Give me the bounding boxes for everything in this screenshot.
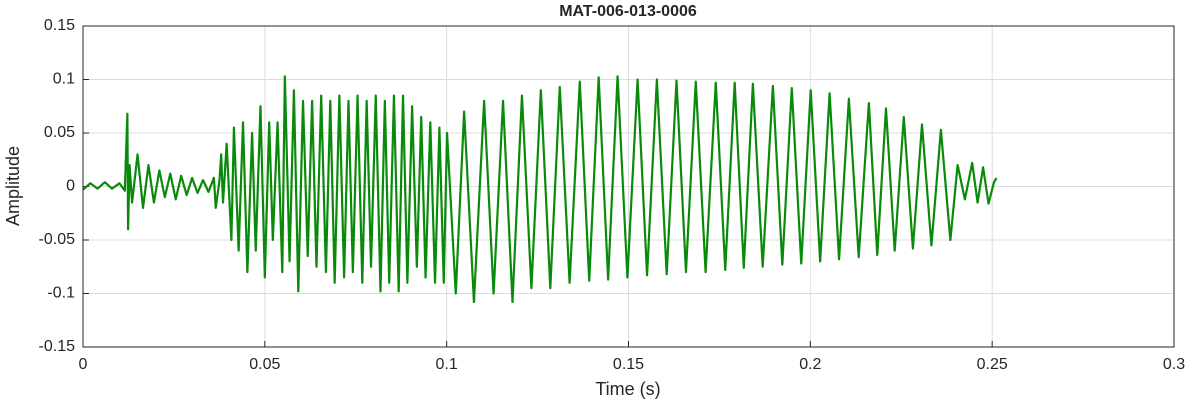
x-axis-label: Time (s): [595, 379, 660, 399]
x-tick-label: 0.15: [613, 356, 644, 373]
y-tick-label: 0.1: [53, 71, 75, 88]
y-tick-label: -0.05: [39, 231, 76, 248]
chart-title: MAT-006-013-0006: [559, 3, 697, 20]
y-tick-label: 0: [66, 178, 75, 195]
y-axis-label: Amplitude: [3, 146, 23, 226]
waveform-line: [82, 75, 998, 304]
x-tick-label: 0.3: [1163, 356, 1185, 373]
x-tick-label: 0.05: [249, 356, 280, 373]
y-tick-label: -0.15: [39, 338, 76, 355]
y-tick-label: 0.05: [44, 124, 75, 141]
plot-area: [82, 75, 998, 304]
x-tick-label: 0: [79, 356, 88, 373]
y-tick-label: -0.1: [47, 285, 75, 302]
axes-box: [82, 25, 1175, 348]
x-tick-label: 0.2: [799, 356, 821, 373]
x-tick-label: 0.1: [436, 356, 458, 373]
x-tick-label: 0.25: [977, 356, 1008, 373]
y-tick-label: 0.15: [44, 17, 75, 34]
